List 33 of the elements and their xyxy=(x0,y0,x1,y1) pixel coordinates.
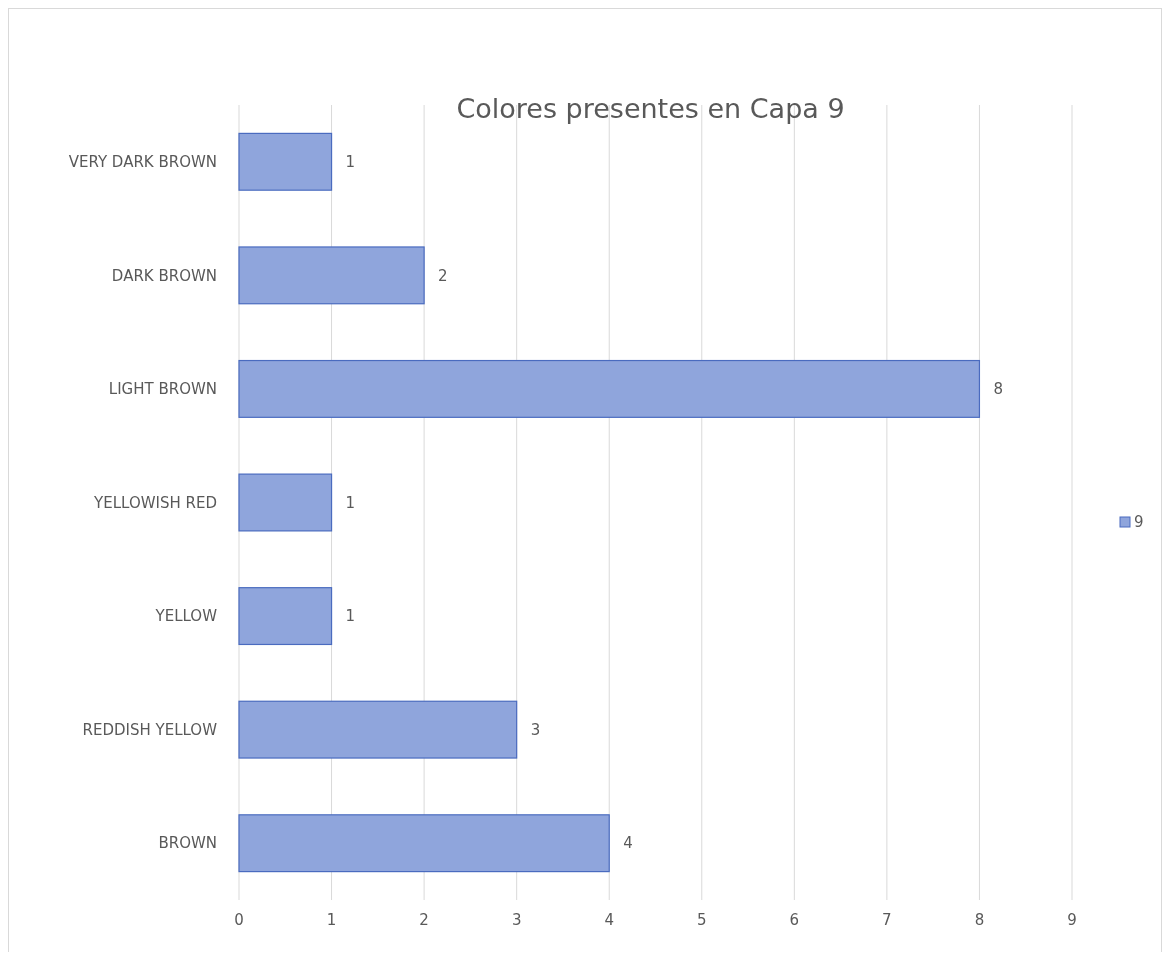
y-tick-label: DARK BROWN xyxy=(111,266,217,285)
bar xyxy=(238,473,333,532)
bar xyxy=(238,814,610,873)
x-tick-label: 1 xyxy=(326,911,337,930)
y-tick-label: BROWN xyxy=(158,834,217,853)
x-tick-label: 9 xyxy=(1067,911,1077,930)
x-tick-label: 6 xyxy=(789,911,800,930)
legend-label: 9 xyxy=(1134,513,1144,532)
chart-title: Colores presentes en Capa 9 xyxy=(456,93,845,124)
data-label: 1 xyxy=(345,493,356,512)
data-label: 3 xyxy=(530,720,541,739)
x-tick-label: 3 xyxy=(511,911,522,930)
y-tick-label: YELLOWISH RED xyxy=(93,493,217,512)
data-label: 2 xyxy=(438,266,448,285)
x-tick-label: 7 xyxy=(882,911,892,930)
x-tick-label: 2 xyxy=(419,911,429,930)
bar xyxy=(238,132,333,191)
x-tick-label: 0 xyxy=(234,911,244,930)
y-tick-label: VERY DARK BROWN xyxy=(68,153,217,172)
data-label: 4 xyxy=(623,834,633,853)
bar xyxy=(238,359,981,418)
y-tick-label: YELLOW xyxy=(154,607,218,626)
y-tick-label: LIGHT BROWN xyxy=(108,380,217,399)
data-label: 8 xyxy=(993,380,1003,399)
data-label: 1 xyxy=(345,607,356,626)
bar xyxy=(238,587,333,646)
data-label: 1 xyxy=(345,153,356,172)
x-tick-label: 4 xyxy=(604,911,614,930)
x-tick-label: 5 xyxy=(697,911,707,930)
y-tick-label: REDDISH YELLOW xyxy=(82,720,218,739)
bar xyxy=(238,246,425,305)
x-tick-label: 8 xyxy=(974,911,985,930)
bar xyxy=(238,700,518,759)
